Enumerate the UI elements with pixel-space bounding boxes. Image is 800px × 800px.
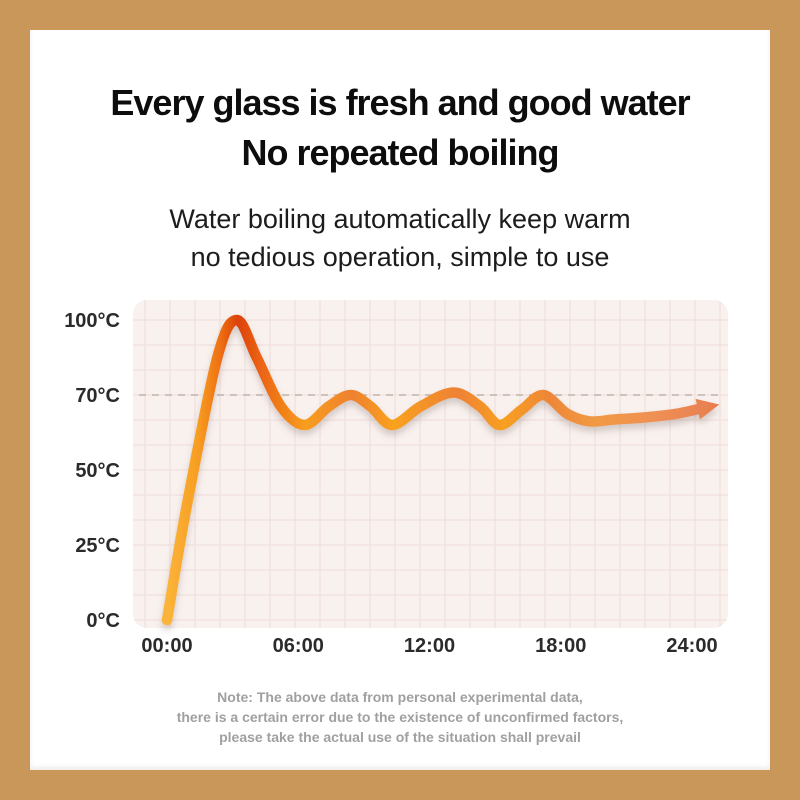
chart-plot-area bbox=[133, 300, 728, 628]
y-tick-70: 70°C bbox=[75, 385, 120, 407]
headline: Every glass is fresh and good water No r… bbox=[40, 78, 760, 178]
subtitle-line-1: Water boiling automatically keep warm bbox=[169, 204, 631, 234]
y-tick-100: 100°C bbox=[64, 310, 120, 332]
x-tick-2400: 24:00 bbox=[666, 635, 717, 657]
x-tick-0000: 00:00 bbox=[141, 635, 192, 657]
subtitle: Water boiling automatically keep warm no… bbox=[40, 200, 760, 276]
arrow-icon bbox=[695, 398, 720, 420]
subtitle-line-2: no tedious operation, simple to use bbox=[190, 242, 610, 272]
x-tick-0600: 06:00 bbox=[273, 635, 324, 657]
y-tick-50: 50°C bbox=[75, 460, 120, 482]
temperature-curve bbox=[161, 314, 720, 626]
note-line-3: please take the actual use of the situat… bbox=[219, 729, 581, 745]
x-tick-1800: 18:00 bbox=[535, 635, 586, 657]
y-axis-labels: 100°C 70°C 50°C 25°C 0°C bbox=[64, 310, 120, 632]
headline-line-1: Every glass is fresh and good water bbox=[110, 82, 690, 123]
note-line-1: Note: The above data from personal exper… bbox=[217, 689, 583, 705]
disclaimer-note: Note: The above data from personal exper… bbox=[40, 687, 760, 747]
note-line-2: there is a certain error due to the exis… bbox=[176, 709, 624, 725]
headline-line-2: No repeated boiling bbox=[241, 132, 559, 173]
temperature-curve-path bbox=[161, 314, 707, 626]
y-tick-0: 0°C bbox=[86, 610, 120, 632]
x-tick-1200: 12:00 bbox=[404, 635, 455, 657]
x-axis-labels: 00:00 06:00 12:00 18:00 24:00 bbox=[141, 635, 717, 657]
y-tick-25: 25°C bbox=[75, 535, 120, 557]
